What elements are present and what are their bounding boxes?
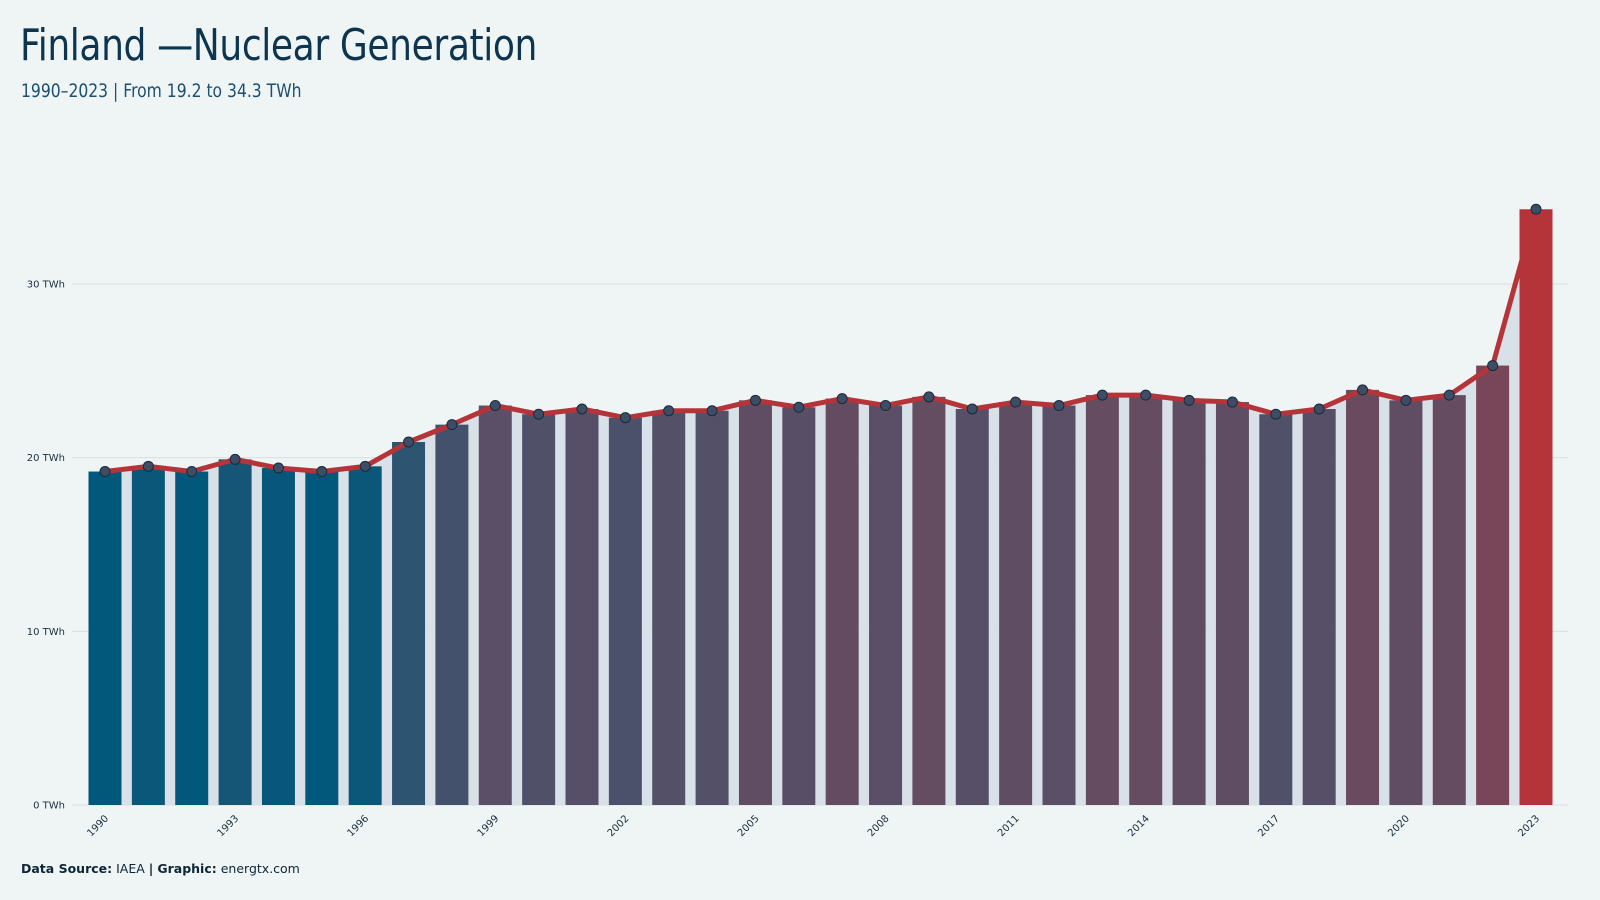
marker-2006 — [793, 401, 805, 413]
bar-2010 — [955, 409, 989, 805]
graphic-value: energtx.com — [220, 861, 300, 876]
bar-1991 — [131, 466, 165, 805]
marker-1992 — [186, 466, 198, 478]
bars — [88, 209, 1553, 805]
y-tick-label: 10 TWh — [27, 627, 65, 638]
markers — [99, 203, 1542, 478]
x-tick-label: 1990 — [85, 813, 111, 839]
x-tick-label: 2005 — [736, 813, 762, 839]
x-tick-label: 1996 — [346, 813, 372, 839]
bar-2007 — [825, 398, 859, 805]
bar-2009 — [912, 396, 946, 805]
y-tick-label: 20 TWh — [27, 453, 65, 464]
marker-2003 — [663, 405, 675, 417]
marker-2018 — [1313, 403, 1325, 415]
marker-2002 — [619, 412, 631, 424]
marker-2007 — [836, 393, 848, 405]
bar-1997 — [392, 442, 426, 805]
marker-2013 — [1096, 389, 1108, 401]
bar-2020 — [1389, 400, 1423, 805]
footer-credits: Data Source: IAEA | Graphic: energtx.com — [21, 861, 300, 876]
marker-2020 — [1400, 394, 1412, 406]
marker-2021 — [1443, 389, 1455, 401]
bar-1992 — [175, 471, 209, 805]
chart-title: Finland —Nuclear Generation — [20, 20, 538, 71]
bar-1990 — [88, 471, 122, 805]
bar-1995 — [305, 471, 339, 805]
y-tick-label: 30 TWh — [27, 279, 65, 290]
y-tick-label: 0 TWh — [33, 801, 65, 812]
graphic-label: Graphic: — [157, 861, 217, 876]
marker-1990 — [99, 466, 111, 478]
bar-2012 — [1042, 405, 1076, 805]
bar-2004 — [695, 410, 729, 805]
marker-2011 — [1010, 396, 1022, 408]
marker-1994 — [272, 462, 284, 474]
series-line — [102, 206, 1539, 475]
bar-2006 — [782, 407, 816, 805]
marker-1991 — [142, 460, 154, 472]
marker-1993 — [229, 453, 241, 465]
marker-1996 — [359, 460, 371, 472]
bar-2018 — [1302, 409, 1336, 805]
x-tick-label: 2017 — [1256, 813, 1282, 839]
x-axis-ticks: 1990 1993 1996 1999 2002 2005 2008 2011 2014 2017… — [85, 813, 1542, 839]
marker-2009 — [923, 391, 935, 403]
x-tick-label: 2020 — [1386, 813, 1412, 839]
x-tick-label: 2008 — [866, 813, 892, 839]
marker-2023 — [1530, 203, 1542, 215]
marker-2001 — [576, 403, 588, 415]
marker-2004 — [706, 405, 718, 417]
marker-1999 — [489, 400, 501, 412]
bar-2015 — [1172, 400, 1206, 805]
marker-2022 — [1487, 360, 1499, 372]
marker-2017 — [1270, 408, 1282, 420]
bar-2003 — [652, 410, 686, 805]
trend-line — [102, 206, 1539, 475]
bar-2001 — [565, 409, 599, 805]
bar-2014 — [1129, 395, 1163, 805]
x-tick-label: 2002 — [606, 813, 632, 839]
bar-2016 — [1215, 402, 1249, 805]
x-tick-label: 2023 — [1516, 813, 1542, 839]
bar-2000 — [522, 414, 556, 805]
marker-1995 — [316, 466, 328, 478]
marker-2015 — [1183, 394, 1195, 406]
marker-2016 — [1226, 396, 1238, 408]
marker-2008 — [880, 400, 892, 412]
footer-separator: | — [148, 861, 154, 876]
bar-1998 — [435, 424, 469, 805]
marker-2005 — [749, 394, 761, 406]
marker-2019 — [1357, 384, 1369, 396]
marker-2000 — [533, 408, 545, 420]
bar-1996 — [348, 466, 382, 805]
bar-2021 — [1432, 395, 1466, 805]
bar-1993 — [218, 459, 252, 805]
bar-2008 — [869, 405, 903, 805]
bar-2023 — [1519, 209, 1553, 805]
bar-2019 — [1346, 389, 1380, 805]
source-value: IAEA — [116, 861, 145, 876]
bar-1999 — [478, 405, 512, 805]
bar-1994 — [261, 468, 295, 805]
bar-2013 — [1085, 395, 1119, 805]
marker-2014 — [1140, 389, 1152, 401]
y-axis-ticks: 0 TWh 10 TWh 20 TWh 30 TWh — [27, 279, 65, 811]
x-tick-label: 1993 — [215, 813, 241, 839]
bar-2017 — [1259, 414, 1293, 805]
bar-2011 — [999, 402, 1033, 805]
bar-2005 — [738, 400, 772, 805]
bar-2022 — [1476, 365, 1510, 805]
chart-subtitle: 1990–2023 | From 19.2 to 34.3 TWh — [21, 80, 302, 102]
marker-1998 — [446, 419, 458, 431]
bar-2002 — [608, 417, 642, 805]
marker-2010 — [966, 403, 978, 415]
x-tick-label: 2014 — [1126, 813, 1152, 839]
source-label: Data Source: — [21, 861, 113, 876]
marker-2012 — [1053, 400, 1065, 412]
x-tick-label: 1999 — [476, 813, 502, 839]
x-tick-label: 2011 — [996, 813, 1022, 839]
chart-canvas: 0 TWh 10 TWh 20 TWh 30 TWh 1990 1993 1996 1999… — [27, 203, 1568, 839]
marker-1997 — [403, 436, 415, 448]
